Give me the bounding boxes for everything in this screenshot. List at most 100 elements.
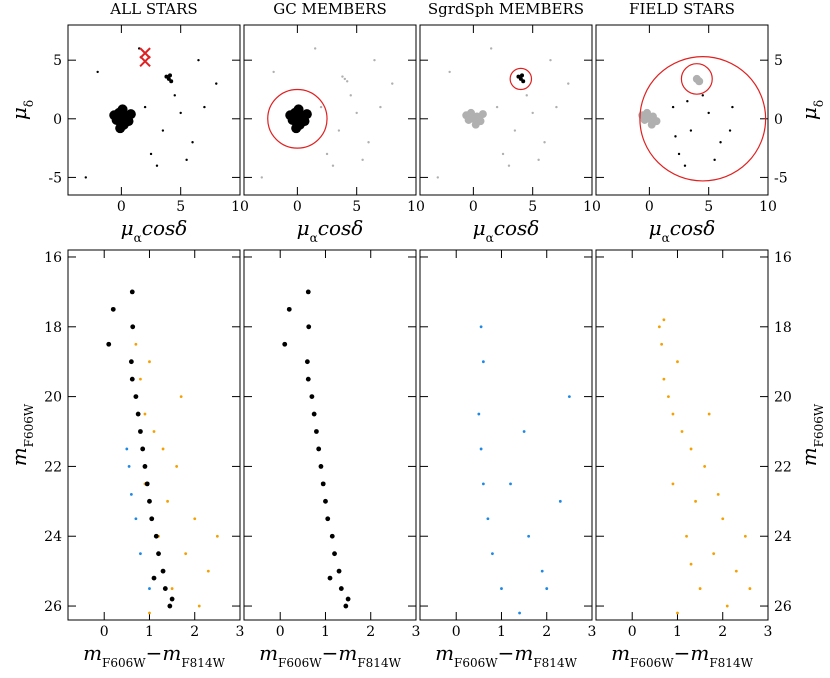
axis-label: μδ: [7, 100, 36, 120]
label-part: m: [259, 641, 278, 665]
point: [676, 360, 679, 364]
point: [215, 82, 218, 85]
x-tick-label: 5: [528, 199, 537, 215]
y-tick-label: 20: [44, 390, 62, 406]
point: [139, 377, 142, 381]
point: [149, 152, 153, 156]
point: [149, 516, 155, 522]
point: [316, 446, 322, 452]
point: [311, 411, 317, 417]
point: [169, 596, 175, 602]
y-tick-label: 5: [774, 53, 783, 69]
point: [144, 481, 150, 487]
label-part: μ: [649, 216, 662, 240]
point: [345, 596, 351, 602]
label-part: μ: [121, 216, 134, 240]
panel-frame: [67, 24, 241, 196]
point: [203, 105, 206, 109]
point: [197, 604, 201, 608]
selection-region: [680, 63, 713, 95]
label-part: −m: [322, 641, 358, 665]
point: [361, 158, 364, 162]
point: [313, 47, 317, 50]
panel-title: SgrdSph MEMBERS: [428, 0, 584, 18]
point: [712, 552, 716, 556]
point: [731, 105, 734, 109]
point: [481, 482, 485, 486]
x-tick-label: 3: [412, 624, 421, 640]
panel-frame: [419, 249, 593, 621]
point: [355, 111, 358, 115]
point: [662, 318, 666, 322]
point: [305, 376, 311, 382]
point: [173, 94, 176, 97]
selection-region: [509, 67, 533, 91]
label-part: cosδ: [494, 216, 540, 240]
axis-label: μαcosδ: [297, 216, 364, 245]
point: [286, 306, 292, 312]
point: [115, 123, 126, 134]
point: [191, 141, 194, 144]
point: [686, 100, 689, 103]
y-tick-label: 0: [774, 112, 783, 128]
point: [689, 129, 693, 132]
x-tick-label: 10: [759, 199, 777, 215]
point: [531, 111, 534, 115]
point: [713, 158, 716, 162]
x-tick-label: 0: [293, 199, 302, 215]
subscript: F606W: [102, 656, 146, 670]
axis-label: mF606W−mF814W: [611, 641, 754, 670]
point: [379, 105, 382, 109]
point: [525, 94, 528, 97]
point: [667, 395, 670, 399]
point: [133, 394, 139, 400]
subscript: F606W: [812, 403, 826, 447]
point: [337, 129, 341, 132]
point: [694, 499, 697, 503]
point: [489, 47, 493, 50]
axis-label: μδ: [797, 100, 826, 120]
point: [148, 611, 151, 615]
point: [175, 465, 179, 468]
point: [305, 289, 311, 295]
point: [148, 360, 151, 364]
point: [725, 604, 729, 608]
point: [540, 569, 544, 573]
axis-label: μαcosδ: [473, 216, 540, 245]
point: [448, 70, 451, 74]
point: [336, 568, 342, 574]
subscript: α: [486, 231, 494, 245]
cross-marker: [139, 47, 151, 59]
point: [707, 111, 710, 115]
x-tick-label: 10: [231, 199, 249, 215]
point: [671, 412, 675, 416]
point: [719, 141, 722, 144]
point: [147, 498, 152, 504]
point: [346, 80, 349, 83]
panel-frame: [243, 24, 417, 196]
axis-label: mF606W−mF814W: [259, 641, 402, 670]
point: [151, 575, 157, 581]
y-tick-label: 26: [44, 599, 62, 615]
subscript: F814W: [181, 656, 225, 670]
point: [481, 360, 485, 364]
point: [179, 111, 182, 115]
point: [134, 342, 138, 346]
point: [168, 73, 173, 78]
point: [161, 447, 165, 451]
point: [476, 117, 485, 126]
label-part: μ: [473, 216, 486, 240]
x-tick-label: 10: [583, 199, 601, 215]
point: [128, 359, 134, 365]
label-part: μ: [797, 107, 821, 120]
x-tick-label: 10: [407, 199, 425, 215]
point: [543, 141, 546, 144]
point: [184, 552, 188, 556]
point: [110, 306, 116, 312]
y-tick-label: 24: [44, 529, 62, 545]
point: [139, 552, 142, 556]
axis-label: mF606W: [797, 403, 826, 466]
selection-region: [639, 56, 767, 182]
point: [129, 376, 135, 382]
